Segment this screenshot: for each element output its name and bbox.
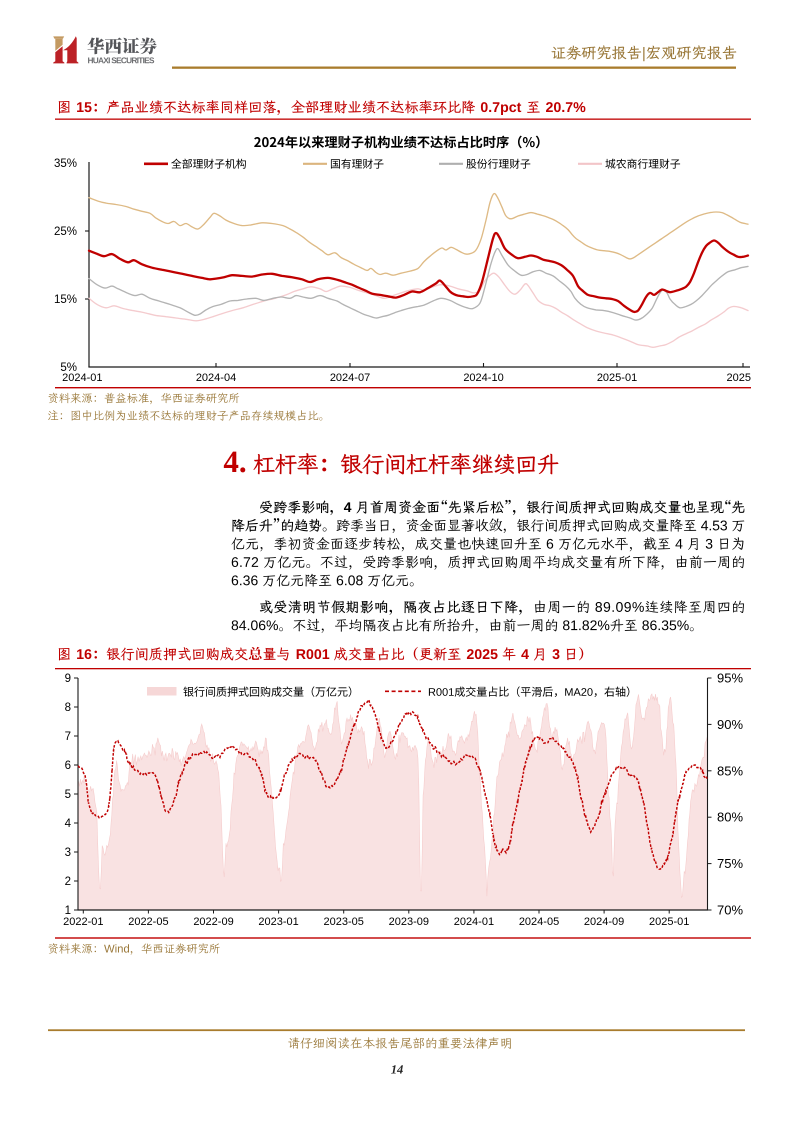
svg-text:2023-09: 2023-09: [389, 916, 429, 928]
svg-text:3: 3: [65, 847, 71, 859]
svg-text:2024-01: 2024-01: [454, 916, 494, 928]
svg-text:70%: 70%: [717, 903, 743, 918]
svg-text:2: 2: [65, 876, 71, 888]
svg-text:5: 5: [65, 789, 71, 801]
svg-text:5%: 5%: [60, 362, 77, 374]
svg-text:80%: 80%: [717, 810, 743, 825]
svg-text:85%: 85%: [717, 763, 743, 778]
svg-text:2023-05: 2023-05: [324, 916, 364, 928]
svg-text:35%: 35%: [54, 158, 77, 170]
svg-text:90%: 90%: [717, 717, 743, 732]
svg-text:2022-01: 2022-01: [63, 916, 103, 928]
svg-text:1: 1: [65, 905, 71, 917]
svg-text:2025: 2025: [727, 372, 751, 384]
svg-text:2024-07: 2024-07: [330, 372, 370, 384]
svg-text:2024-09: 2024-09: [584, 916, 624, 928]
svg-text:2024-10: 2024-10: [463, 372, 503, 384]
svg-text:25%: 25%: [54, 226, 77, 238]
svg-text:2024-01: 2024-01: [62, 372, 102, 384]
svg-text:2023-01: 2023-01: [258, 916, 298, 928]
svg-text:2024-04: 2024-04: [196, 372, 236, 384]
svg-text:2022-09: 2022-09: [193, 916, 233, 928]
svg-text:95%: 95%: [717, 671, 743, 686]
svg-text:2025-01: 2025-01: [649, 916, 689, 928]
svg-text:15%: 15%: [54, 294, 77, 306]
svg-text:2025-01: 2025-01: [597, 372, 637, 384]
svg-text:7: 7: [65, 731, 71, 743]
svg-text:2022-05: 2022-05: [128, 916, 168, 928]
svg-text:2024-05: 2024-05: [519, 916, 559, 928]
svg-text:9: 9: [65, 673, 71, 685]
svg-text:8: 8: [65, 702, 71, 714]
svg-text:4: 4: [65, 818, 72, 830]
svg-text:75%: 75%: [717, 856, 743, 871]
svg-text:6: 6: [65, 760, 71, 772]
